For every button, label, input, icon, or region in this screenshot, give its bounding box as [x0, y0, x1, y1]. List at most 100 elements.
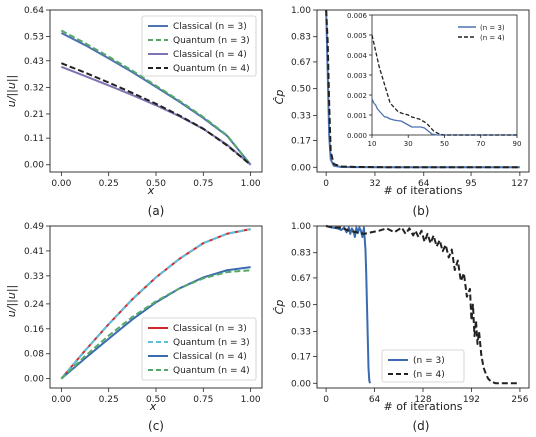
- series-group-d: [325, 225, 520, 385]
- x-axis-label-b: # of iterations: [383, 184, 462, 197]
- x-tick-label-a-4: 1.00: [241, 179, 261, 189]
- y-axis-label-d: Ĉp: [273, 300, 286, 315]
- x-tick-label-a-0: 0.00: [51, 179, 71, 189]
- y-tick-label-d-1: 0.17: [291, 353, 311, 363]
- legend-d: (n = 3) (n = 4): [381, 349, 465, 383]
- x-tick-label-a-2: 0.50: [146, 179, 166, 189]
- y-tick-label-b-inset-2: 0.002: [347, 92, 367, 100]
- legend-label-d-1: (n = 4): [413, 370, 445, 380]
- x-tick-label-d-4: 256: [511, 395, 528, 405]
- x-tick-label-b-4: 127: [511, 179, 528, 189]
- legend-label-c-0: Classical (n = 3): [173, 324, 247, 334]
- inset-legend-label-b-0: (n = 3): [480, 24, 505, 32]
- x-axis-label-c: x: [149, 400, 157, 413]
- x-tick-label-c-1: 0.25: [99, 395, 119, 405]
- y-axis-label-a: u/||u||: [5, 75, 18, 107]
- y-tick-label-a-6: 0.64: [24, 6, 44, 16]
- y-tick-label-d-6: 1.00: [291, 222, 311, 232]
- y-tick-label-d-2: 0.33: [291, 327, 311, 337]
- y-tick-label-b-inset-0: 0.000: [347, 132, 367, 140]
- y-tick-label-a-4: 0.43: [24, 57, 44, 67]
- y-tick-label-a-5: 0.53: [24, 33, 44, 43]
- series-group-a: [60, 29, 252, 166]
- y-axis-label-b: Ĉp: [273, 90, 286, 105]
- legend-label-a-0: Classical (n = 3): [173, 22, 247, 32]
- y-tick-label-b-inset-5: 0.005: [347, 32, 367, 40]
- series-group-b: [325, 9, 520, 169]
- panel-c: 0.00 0.25 0.50 0.75 1.00 0.00 0.08 0.16 0.24 0.33…: [5, 222, 263, 433]
- y-tick-label-d-0: 0.00: [291, 379, 311, 389]
- inset-series-group-b: [371, 34, 517, 136]
- x-tick-label-b-inset-4: 90: [513, 140, 522, 148]
- series-line-b-1: [325, 9, 520, 169]
- panel-b: 0 32 64 95 127 0.00 0.17 0.33 0.50 0.67 0.83 1.00 #…: [273, 6, 530, 218]
- inset-b: 10 30 50 70 90 0.000 0.001 0.002 0.003 0.004 0.005…: [347, 12, 522, 148]
- series-line-d-0: [325, 225, 371, 384]
- y-tick-label-d-4: 0.67: [291, 274, 311, 284]
- series-group-c: [60, 228, 251, 380]
- legend-label-a-2: Classical (n = 4): [173, 50, 247, 60]
- x-tick-label-b-inset-2: 50: [440, 140, 449, 148]
- y-tick-label-c-4: 0.33: [24, 272, 44, 282]
- y-tick-label-b-4: 0.67: [291, 58, 311, 68]
- y-tick-label-c-1: 0.08: [24, 350, 44, 360]
- x-tick-label-b-inset-3: 70: [476, 140, 485, 148]
- x-tick-label-c-4: 1.00: [241, 395, 261, 405]
- ticks-c: 0.00 0.25 0.50 0.75 1.00 0.00 0.08 0.16 0.24 0.33…: [24, 222, 261, 405]
- legend-label-a-3: Quantum (n = 4): [173, 64, 250, 74]
- x-tick-label-d-3: 192: [463, 395, 480, 405]
- caption-a: (a): [148, 204, 165, 218]
- y-tick-label-a-3: 0.32: [24, 83, 44, 93]
- y-tick-label-b-inset-6: 0.006: [347, 12, 368, 20]
- y-tick-label-a-2: 0.21: [24, 110, 44, 120]
- legend-label-c-3: Quantum (n = 4): [173, 366, 250, 376]
- x-axis-label-d: # of iterations: [383, 400, 462, 413]
- legend-label-c-2: Classical (n = 4): [173, 352, 247, 362]
- legend-a: Classical (n = 3) Quantum (n = 3) Classi…: [141, 15, 257, 77]
- x-tick-label-c-0: 0.00: [51, 395, 71, 405]
- y-tick-label-c-5: 0.41: [24, 247, 44, 257]
- y-axis-label-c: u/||u||: [5, 285, 18, 317]
- y-tick-label-d-3: 0.50: [291, 301, 311, 311]
- x-tick-label-b-inset-1: 30: [404, 140, 413, 148]
- x-tick-label-b-2: 64: [418, 179, 430, 189]
- y-tick-label-b-3: 0.50: [291, 85, 311, 95]
- legend-label-d-0: (n = 3): [413, 356, 445, 366]
- x-tick-label-c-3: 0.75: [193, 395, 213, 405]
- x-tick-label-d-2: 128: [414, 395, 431, 405]
- x-tick-label-d-1: 64: [369, 395, 381, 405]
- x-tick-label-b-3: 95: [465, 179, 476, 189]
- y-tick-label-b-5: 0.83: [291, 33, 311, 43]
- legend-box-c: [141, 317, 257, 381]
- x-axis-label-a: x: [147, 184, 155, 197]
- ticks-a: 0.00 0.25 0.50 0.75 1.00 0.00 0.11 0.21 0.32 0.43…: [24, 6, 261, 189]
- legend-box-a: [141, 15, 257, 77]
- y-tick-label-c-2: 0.16: [24, 325, 44, 335]
- y-tick-label-b-6: 1.00: [291, 6, 311, 16]
- y-tick-label-b-0: 0.00: [291, 163, 311, 173]
- y-tick-label-b-inset-4: 0.004: [347, 52, 368, 60]
- series-line-c-1: [60, 228, 251, 380]
- legend-c: Classical (n = 3) Quantum (n = 3) Classi…: [141, 317, 257, 381]
- x-tick-label-b-1: 32: [369, 179, 380, 189]
- caption-c: (c): [148, 419, 164, 433]
- x-tick-label-b-0: 0: [323, 179, 329, 189]
- y-tick-label-a-1: 0.11: [24, 134, 44, 144]
- y-tick-label-d-5: 0.83: [291, 249, 311, 259]
- series-line-a-0: [60, 32, 252, 166]
- x-tick-label-a-1: 0.25: [99, 179, 119, 189]
- ticks-d: 0 64 128 192 256 0.00 0.17 0.33 0.50 0.67 0.83 1.00: [291, 222, 529, 405]
- series-line-d-1: [325, 225, 520, 385]
- series-line-b-inset-1: [371, 34, 517, 136]
- y-tick-label-b-inset-3: 0.003: [347, 72, 367, 80]
- caption-d: (d): [413, 419, 430, 433]
- x-tick-label-c-2: 0.50: [146, 395, 166, 405]
- caption-b: (b): [413, 204, 430, 218]
- inset-plot-area-b: [371, 14, 518, 136]
- series-line-c-3: [60, 269, 251, 380]
- y-tick-label-c-3: 0.24: [24, 300, 44, 310]
- y-tick-label-b-1: 0.17: [291, 137, 311, 147]
- x-tick-label-d-0: 0: [323, 395, 329, 405]
- legend-box-d: [381, 349, 465, 383]
